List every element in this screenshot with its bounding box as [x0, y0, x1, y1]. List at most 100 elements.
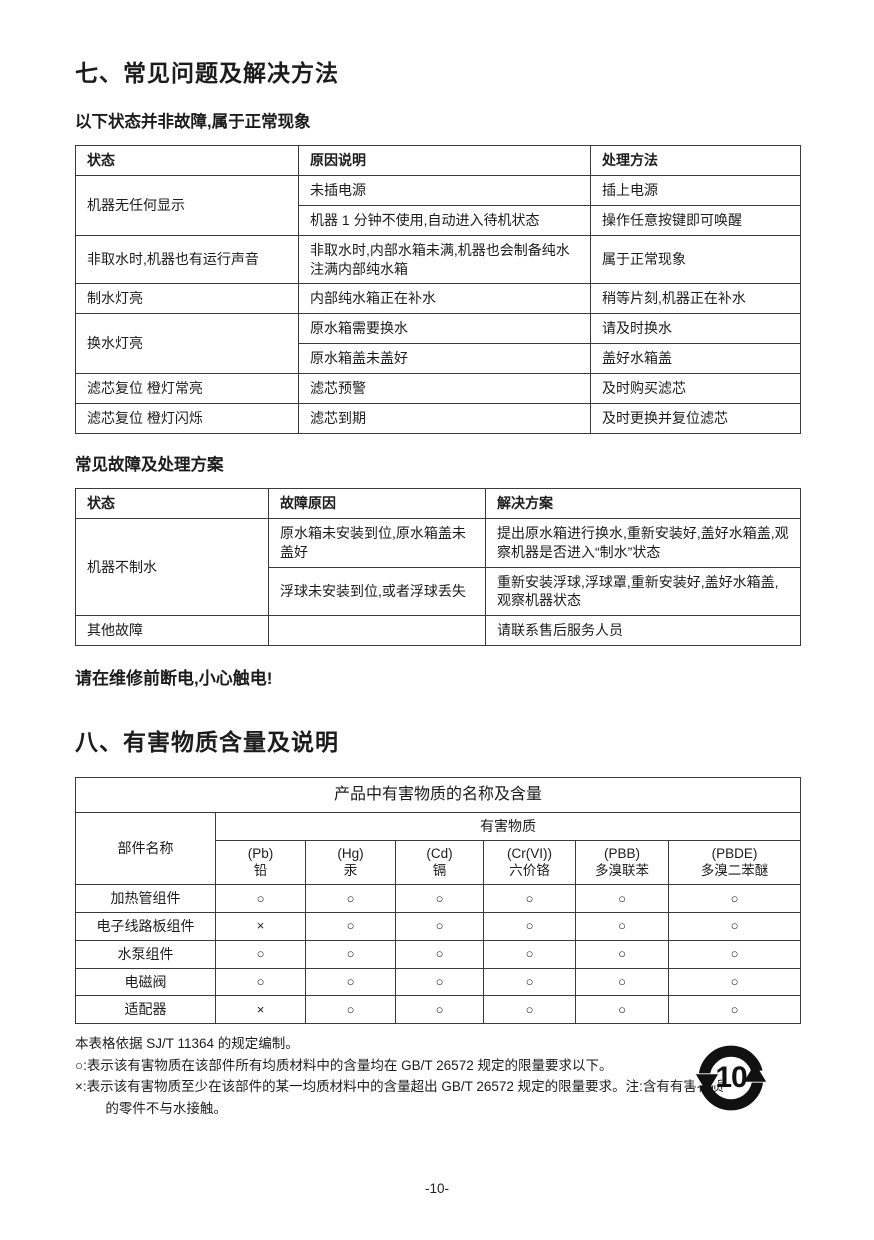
substance-code: (Pb) — [247, 845, 274, 861]
cell-solution: 属于正常现象 — [590, 234, 801, 285]
cell-solution: 及时更换并复位滤芯 — [590, 403, 801, 434]
substance-code: (Cd) — [426, 845, 453, 861]
cell-state: 非取水时,机器也有运行声音 — [75, 234, 299, 285]
cell-state: 制水灯亮 — [75, 283, 299, 315]
substance-header: (Cd) 镉 — [395, 839, 484, 885]
section7-title: 七、常见问题及解决方法 — [75, 60, 339, 86]
cell-mark: ○ — [483, 911, 576, 941]
cell-mark: ○ — [395, 939, 484, 969]
cell-state: 其他故障 — [75, 615, 269, 647]
note-circle-meaning: ○:表示该有害物质在该部件所有均质材料中的含量均在 GB/T 26572 规定的… — [75, 1057, 613, 1073]
cell-part: 加热管组件 — [75, 883, 216, 913]
table-row: 换水灯亮 原水箱需要换水 请及时换水 — [75, 313, 801, 375]
header-hazardous-substances: 有害物质 — [214, 811, 802, 841]
header-part-name: 部件名称 — [75, 811, 216, 885]
table-row: 电子线路板组件 × ○ ○ ○ ○ ○ — [75, 911, 802, 941]
cell-mark: ○ — [575, 995, 669, 1025]
table-row: 适配器 × ○ ○ ○ ○ ○ — [75, 995, 802, 1025]
header-solution: 处理方法 — [590, 145, 801, 176]
cell-solution: 重新安装浮球,浮球罩,重新安装好,盖好水箱盖,观察机器状态 — [485, 566, 801, 617]
table-header-row: 部件名称 有害物质 — [75, 811, 802, 885]
cell-solution: 操作任意按键即可唤醒 — [590, 204, 801, 236]
header-cause: 原因说明 — [298, 145, 591, 176]
cell-solution: 请联系售后服务人员 — [485, 615, 801, 647]
cell-cause: 浮球未安装到位,或者浮球丢失 — [268, 566, 486, 617]
substance-code: (Cr(VI)) — [507, 845, 552, 861]
substance-header: (Pb) 铅 — [215, 839, 306, 885]
cell-mark: ○ — [483, 967, 576, 997]
substance-name: 六价铬 — [509, 863, 550, 879]
table-row: 制水灯亮 内部纯水箱正在补水 稍等片刻,机器正在补水 — [75, 283, 801, 315]
cell-mark: ○ — [483, 939, 576, 969]
subtitle-normal-phenomena: 以下状态并非故障,属于正常现象 — [75, 113, 311, 131]
table-row: 滤芯复位 橙灯常亮 滤芯预警 及时购买滤芯 — [75, 373, 801, 405]
cell-part: 适配器 — [75, 995, 216, 1025]
cell-mark: × — [215, 995, 306, 1025]
cell-mark: ○ — [305, 911, 396, 941]
substance-header: (Hg) 汞 — [305, 839, 396, 885]
substance-name: 镉 — [432, 863, 447, 879]
cell-cause: 机器 1 分钟不使用,自动进入待机状态 — [298, 204, 591, 236]
cell-mark: ○ — [667, 911, 802, 941]
note-standard-basis: 本表格依据 SJ/T 11364 的规定编制。 — [75, 1036, 299, 1052]
cell-mark: ○ — [575, 967, 669, 997]
hazard-table: 产品中有害物质的名称及含量 部件名称 有害物质 (Pb) 铅 (Hg) 汞 (Cd)… — [74, 777, 802, 1025]
cell-mark: ○ — [215, 939, 306, 969]
table-row: 浮球未安装到位,或者浮球丢失 重新安装浮球,浮球罩,重新安装好,盖好水箱盖,观察… — [76, 566, 801, 617]
recycle-circle-icon — [694, 1045, 768, 1111]
header-fault-cause: 故障原因 — [268, 487, 486, 519]
cell-mark: ○ — [395, 995, 484, 1025]
cell-mark: ○ — [483, 995, 576, 1025]
table-row: 原水箱盖未盖好 盖好水箱盖 — [76, 343, 801, 375]
substance-header: (Cr(VI)) 六价铬 — [483, 839, 576, 885]
subtitle-common-faults: 常见故障及处理方案 — [75, 455, 224, 474]
note-cross-meaning: ×:表示该有害物质至少在该部件的某一均质材料中的含量超出 GB/T 26572 … — [75, 1079, 724, 1117]
substance-name: 多溴联苯 — [595, 863, 649, 879]
cell-mark: ○ — [575, 911, 669, 941]
header-state: 状态 — [75, 145, 299, 176]
table-row: 机器无任何显示 未插电源 插上电源 — [75, 174, 801, 236]
cell-state: 机器不制水 — [75, 517, 269, 617]
cell-mark: ○ — [483, 883, 576, 913]
cell-part: 电子线路板组件 — [75, 911, 216, 941]
substance-header: (PBDE) 多溴二苯醚 — [667, 839, 802, 885]
table-row: 机器 1 分钟不使用,自动进入待机状态 操作任意按键即可唤醒 — [76, 204, 801, 236]
cell-solution: 提出原水箱进行换水,重新安装好,盖好水箱盖,观察机器是否进入“制水”状态 — [485, 517, 801, 568]
cell-mark: ○ — [395, 883, 484, 913]
cell-solution: 盖好水箱盖 — [590, 343, 801, 375]
cell-mark: ○ — [215, 967, 306, 997]
table-row: 非取水时,机器也有运行声音 非取水时,内部水箱未满,机器也会制备纯水注满内部纯水… — [75, 234, 801, 285]
cell-solution: 稍等片刻,机器正在补水 — [590, 283, 801, 315]
substance-code: (PBDE) — [711, 845, 758, 861]
cell-mark: ○ — [667, 883, 802, 913]
cell-mark: ○ — [575, 883, 669, 913]
cell-mark: ○ — [305, 995, 396, 1025]
cell-cause — [268, 615, 486, 647]
table-row: 滤芯复位 橙灯闪烁 滤芯到期 及时更换并复位滤芯 — [75, 403, 801, 434]
table-header-row: 状态 故障原因 解决方案 — [75, 487, 801, 519]
substance-name: 汞 — [343, 863, 358, 879]
cell-cause: 未插电源 — [298, 174, 591, 206]
cell-state: 换水灯亮 — [75, 313, 299, 375]
cell-cause: 非取水时,内部水箱未满,机器也会制备纯水注满内部纯水箱 — [298, 234, 591, 285]
faq-table: 状态 原因说明 处理方法 机器无任何显示 未插电源 插上电源 机器 1 分钟不使… — [75, 145, 801, 434]
table-header-row: 状态 原因说明 处理方法 — [75, 145, 801, 176]
table-row: 其他故障 请联系售后服务人员 — [75, 615, 801, 647]
substance-code: (PBB) — [603, 845, 640, 861]
cell-state: 机器无任何显示 — [75, 174, 299, 236]
cell-mark: ○ — [305, 883, 396, 913]
cell-mark: ○ — [667, 967, 802, 997]
cell-mark: ○ — [575, 939, 669, 969]
efup-years-label: 10 — [715, 1061, 747, 1095]
section8-title: 八、有害物质含量及说明 — [75, 729, 339, 756]
cell-cause: 内部纯水箱正在补水 — [298, 283, 591, 315]
header-resolution: 解决方案 — [485, 487, 801, 519]
substance-header: (PBB) 多溴联苯 — [575, 839, 669, 885]
cell-part: 水泵组件 — [75, 939, 216, 969]
rohs-efup-logo: 10 — [694, 1041, 768, 1115]
cell-cause: 滤芯预警 — [298, 373, 591, 405]
page-number: -10- — [424, 1181, 449, 1196]
cell-mark: ○ — [667, 995, 802, 1025]
cell-solution: 请及时换水 — [590, 313, 801, 345]
cell-mark: ○ — [305, 967, 396, 997]
